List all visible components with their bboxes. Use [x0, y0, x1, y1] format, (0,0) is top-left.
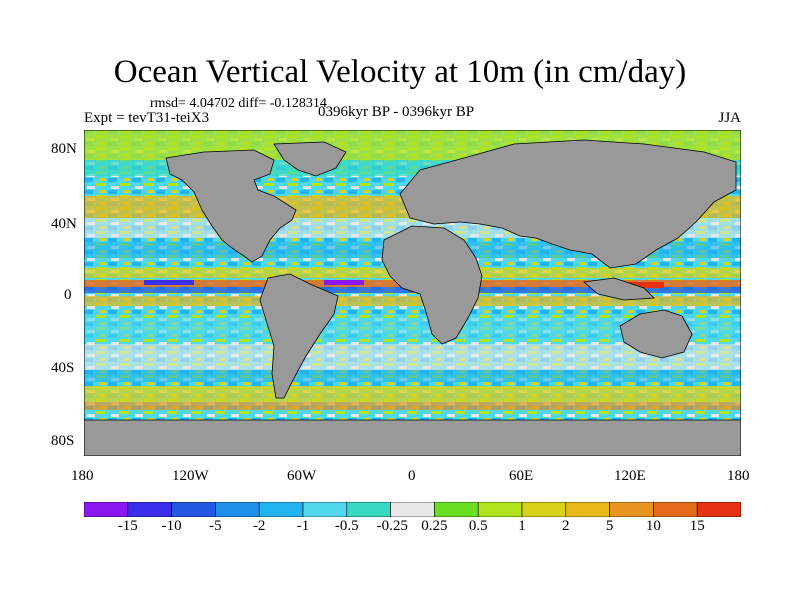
colorbar-label: -1 — [296, 518, 310, 534]
lon-label-120w: 120W — [172, 468, 209, 484]
colorbar-label: 10 — [645, 518, 661, 534]
lat-label-80s: 80S — [51, 433, 75, 449]
africa — [381, 225, 483, 345]
greenland — [273, 141, 347, 177]
colorbar-label: 5 — [605, 518, 614, 534]
colorbar — [84, 502, 741, 517]
rmsd-diff-stats: rmsd= 4.04702 diff= -0.128314 — [150, 96, 327, 111]
colorbar-swatch — [609, 502, 654, 517]
colorbar-swatch — [434, 502, 479, 517]
colorbar-label: -15 — [117, 518, 138, 534]
colorbar-swatch — [653, 502, 698, 517]
period-label: 0396kyr BP - 0396kyr BP — [318, 104, 475, 120]
colorbar-swatch — [84, 502, 129, 517]
season-label: JJA — [718, 110, 741, 126]
lon-label-60e: 60E — [509, 468, 534, 484]
australia — [619, 309, 693, 359]
eurasia — [399, 139, 737, 269]
lat-label-equator: 0 — [64, 287, 72, 303]
colorbar-swatch — [521, 502, 567, 517]
colorbar-label: 1 — [518, 518, 526, 534]
colorbar-label: 15 — [689, 518, 705, 534]
colorbar-label: 0.25 — [421, 518, 448, 534]
colorbar-swatch — [302, 502, 348, 517]
experiment-label: Expt = tevT31-teiX3 — [84, 110, 210, 126]
lat-label-80n: 80N — [51, 141, 77, 157]
north-america — [165, 149, 297, 263]
colorbar-label: -5 — [209, 518, 222, 534]
colorbar-label: -0.25 — [376, 518, 408, 534]
lon-label-0: 0 — [408, 468, 416, 484]
colorbar-swatch — [565, 502, 610, 517]
maritime-continent — [583, 277, 655, 301]
lon-label-120e: 120E — [614, 468, 646, 484]
colorbar-label: -10 — [161, 518, 182, 534]
south-america — [259, 273, 339, 399]
antarctica — [84, 419, 741, 456]
colorbar-label: 2 — [562, 518, 570, 534]
colorbar-label: 0.5 — [468, 518, 488, 534]
colorbar-swatch — [477, 502, 523, 517]
colorbar-swatch — [390, 502, 435, 517]
land-masses — [84, 139, 741, 456]
map-title: Ocean Vertical Velocity at 10m (in cm/da… — [113, 54, 687, 90]
lon-label-180e: 180 — [727, 468, 750, 484]
lon-label-180w: 180 — [71, 468, 94, 484]
colorbar-swatch — [696, 502, 741, 517]
colorbar-swatch — [171, 502, 216, 517]
colorbar-swatch — [258, 502, 304, 517]
lat-label-40n: 40N — [51, 216, 77, 232]
lon-label-60w: 60W — [287, 468, 317, 484]
colorbar-swatch — [346, 502, 391, 517]
colorbar-label: -2 — [252, 518, 266, 534]
colorbar-swatch — [215, 502, 260, 517]
lat-label-40s: 40S — [51, 360, 75, 376]
velocity-map — [84, 130, 741, 456]
colorbar-label: -0.5 — [334, 518, 359, 534]
colorbar-swatch — [127, 502, 172, 517]
